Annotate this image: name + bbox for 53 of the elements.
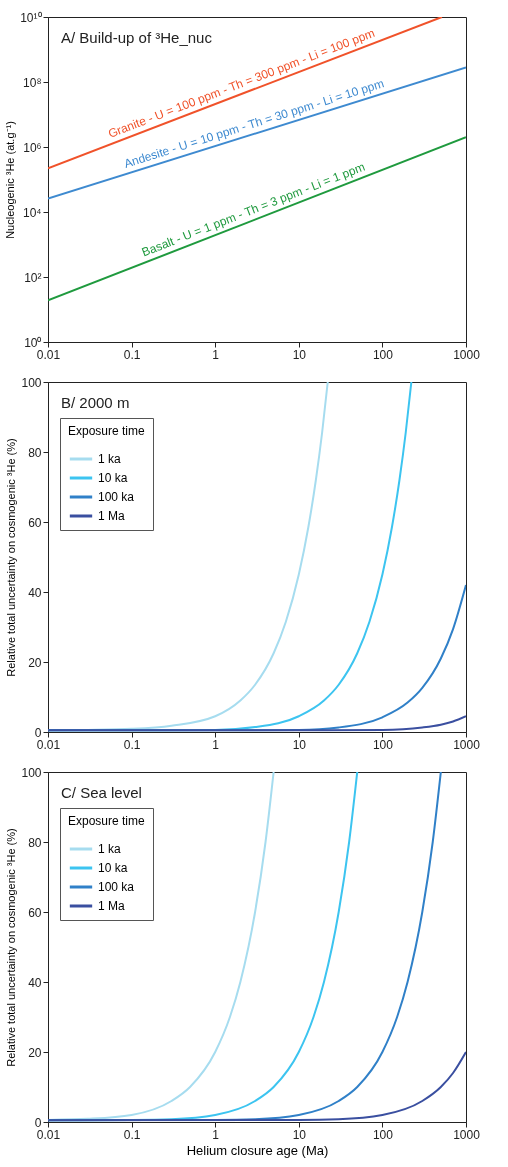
text: A/ Build-up of ³He_nuc	[61, 29, 213, 46]
text: B/ 2000 m	[61, 394, 130, 411]
x-tick-label: 100	[372, 737, 394, 752]
x-tick-label: 10	[292, 347, 307, 362]
y-tick-label: 10⁶	[23, 140, 42, 155]
x-tick-label: 0.01	[36, 347, 61, 362]
x-tick-label: 1000	[453, 737, 481, 752]
y-tick-label: 10⁰	[24, 335, 42, 350]
x-tick-label: 1000	[453, 347, 481, 362]
legend-label: 10 ka	[98, 471, 128, 485]
y-tick-label: 80	[28, 445, 42, 460]
text: C/ Sea level	[61, 784, 142, 801]
legend-label: 100 ka	[98, 490, 135, 504]
x-tick-label: 1	[212, 347, 220, 362]
y-tick-label: 40	[28, 585, 42, 600]
x-tick-label: 10	[292, 737, 307, 752]
x-tick-label: 100	[372, 347, 394, 362]
y-axis-title: Relative total uncertainty on cosmogenic ³He (%)	[5, 438, 18, 677]
y-tick-label: 10⁸	[23, 75, 42, 90]
legend-label: 1 ka	[98, 452, 122, 466]
x-tick-label: 0.01	[36, 1127, 61, 1142]
x-axis-title: Helium closure age (Ma)	[186, 1142, 329, 1158]
y-tick-label: 60	[28, 515, 42, 530]
y-tick-label: 20	[28, 655, 42, 670]
legend-title: Exposure time	[68, 424, 146, 438]
x-tick-label: 100	[372, 1127, 394, 1142]
y-axis-title: Nucleogenic ³He (at.g⁻¹)	[4, 121, 17, 239]
y-tick-label: 100	[21, 375, 42, 390]
y-tick-label: 10¹⁰	[20, 10, 42, 25]
x-tick-label: 0.1	[123, 737, 141, 752]
y-tick-label: 60	[28, 905, 42, 920]
y-tick-label: 0	[34, 725, 42, 740]
x-tick-label: 0.01	[36, 737, 61, 752]
y-tick-label: 10⁴	[22, 205, 42, 220]
legend-label: 1 ka	[98, 842, 122, 856]
y-tick-label: 100	[21, 765, 42, 780]
y-tick-label: 10²	[24, 270, 42, 285]
legend-label: 10 ka	[98, 861, 128, 875]
y-tick-label: 0	[34, 1115, 42, 1130]
x-tick-label: 0.1	[123, 1127, 141, 1142]
legend-label: 100 ka	[98, 880, 135, 894]
y-tick-label: 80	[28, 835, 42, 850]
x-tick-label: 1000	[453, 1127, 481, 1142]
legend-title: Exposure time	[68, 814, 146, 828]
x-tick-label: 1	[212, 1127, 220, 1142]
y-tick-label: 40	[28, 975, 42, 990]
legend-label: 1 Ma	[98, 899, 125, 913]
legend-label: 1 Ma	[98, 509, 125, 523]
x-tick-label: 0.1	[123, 347, 141, 362]
x-tick-label: 10	[292, 1127, 307, 1142]
y-tick-label: 20	[28, 1045, 42, 1060]
x-tick-label: 1	[212, 737, 220, 752]
y-axis-title: Relative total uncertainty on cosmogenic ³He (%)	[5, 828, 18, 1067]
